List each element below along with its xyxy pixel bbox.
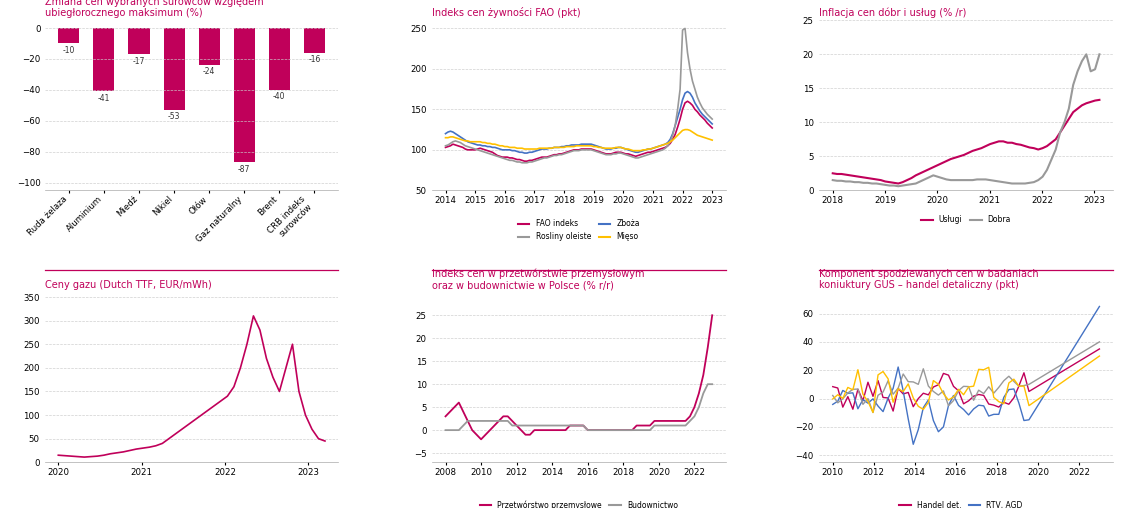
Text: Komponent spodziewanych cen w badaniach
koniuktury GUS – handel detaliczny (pkt): Komponent spodziewanych cen w badaniach … [819, 269, 1039, 290]
Bar [128, 28, 149, 54]
Bar [164, 28, 184, 110]
Bar [58, 28, 80, 44]
Text: -10: -10 [63, 46, 75, 55]
Bar [93, 28, 115, 91]
Bar [234, 28, 255, 163]
Legend: Handel det., Żywność, RTV, AGD, Motoryzacja: Handel det., Żywność, RTV, AGD, Motoryza… [896, 498, 1036, 508]
Text: -24: -24 [203, 68, 216, 76]
Bar [269, 28, 290, 90]
Text: -17: -17 [133, 56, 145, 66]
Text: Indeks cen żywności FAO (pkt): Indeks cen żywności FAO (pkt) [433, 7, 581, 18]
Legend: Przetwórstwo przemysłowe, Budownictwo: Przetwórstwo przemysłowe, Budownictwo [477, 497, 681, 508]
Text: Zmiana cen wybranych surowców względem
ubiegłorocznego maksimum (%): Zmiana cen wybranych surowców względem u… [45, 0, 264, 18]
Text: -16: -16 [308, 55, 320, 64]
Text: Ceny gazu (Dutch TTF, EUR/mWh): Ceny gazu (Dutch TTF, EUR/mWh) [45, 280, 211, 290]
Text: Inflacja cen dóbr i usług (% /r): Inflacja cen dóbr i usług (% /r) [819, 8, 967, 18]
Bar [199, 28, 219, 65]
Text: Indeks cen w przetwórstwie przemysłowym
oraz w budownictwie w Polsce (% r/r): Indeks cen w przetwórstwie przemysłowym … [433, 268, 645, 290]
Legend: FAO indeks, Rosliny oleiste, Zboża, Mięso: FAO indeks, Rosliny oleiste, Zboża, Mięs… [515, 216, 643, 244]
Legend: Usługi, Dobra: Usługi, Dobra [918, 212, 1014, 227]
Bar [303, 28, 325, 53]
Text: -87: -87 [238, 165, 251, 174]
Text: -53: -53 [167, 112, 180, 121]
Text: -40: -40 [273, 92, 285, 101]
Text: -41: -41 [98, 93, 110, 103]
